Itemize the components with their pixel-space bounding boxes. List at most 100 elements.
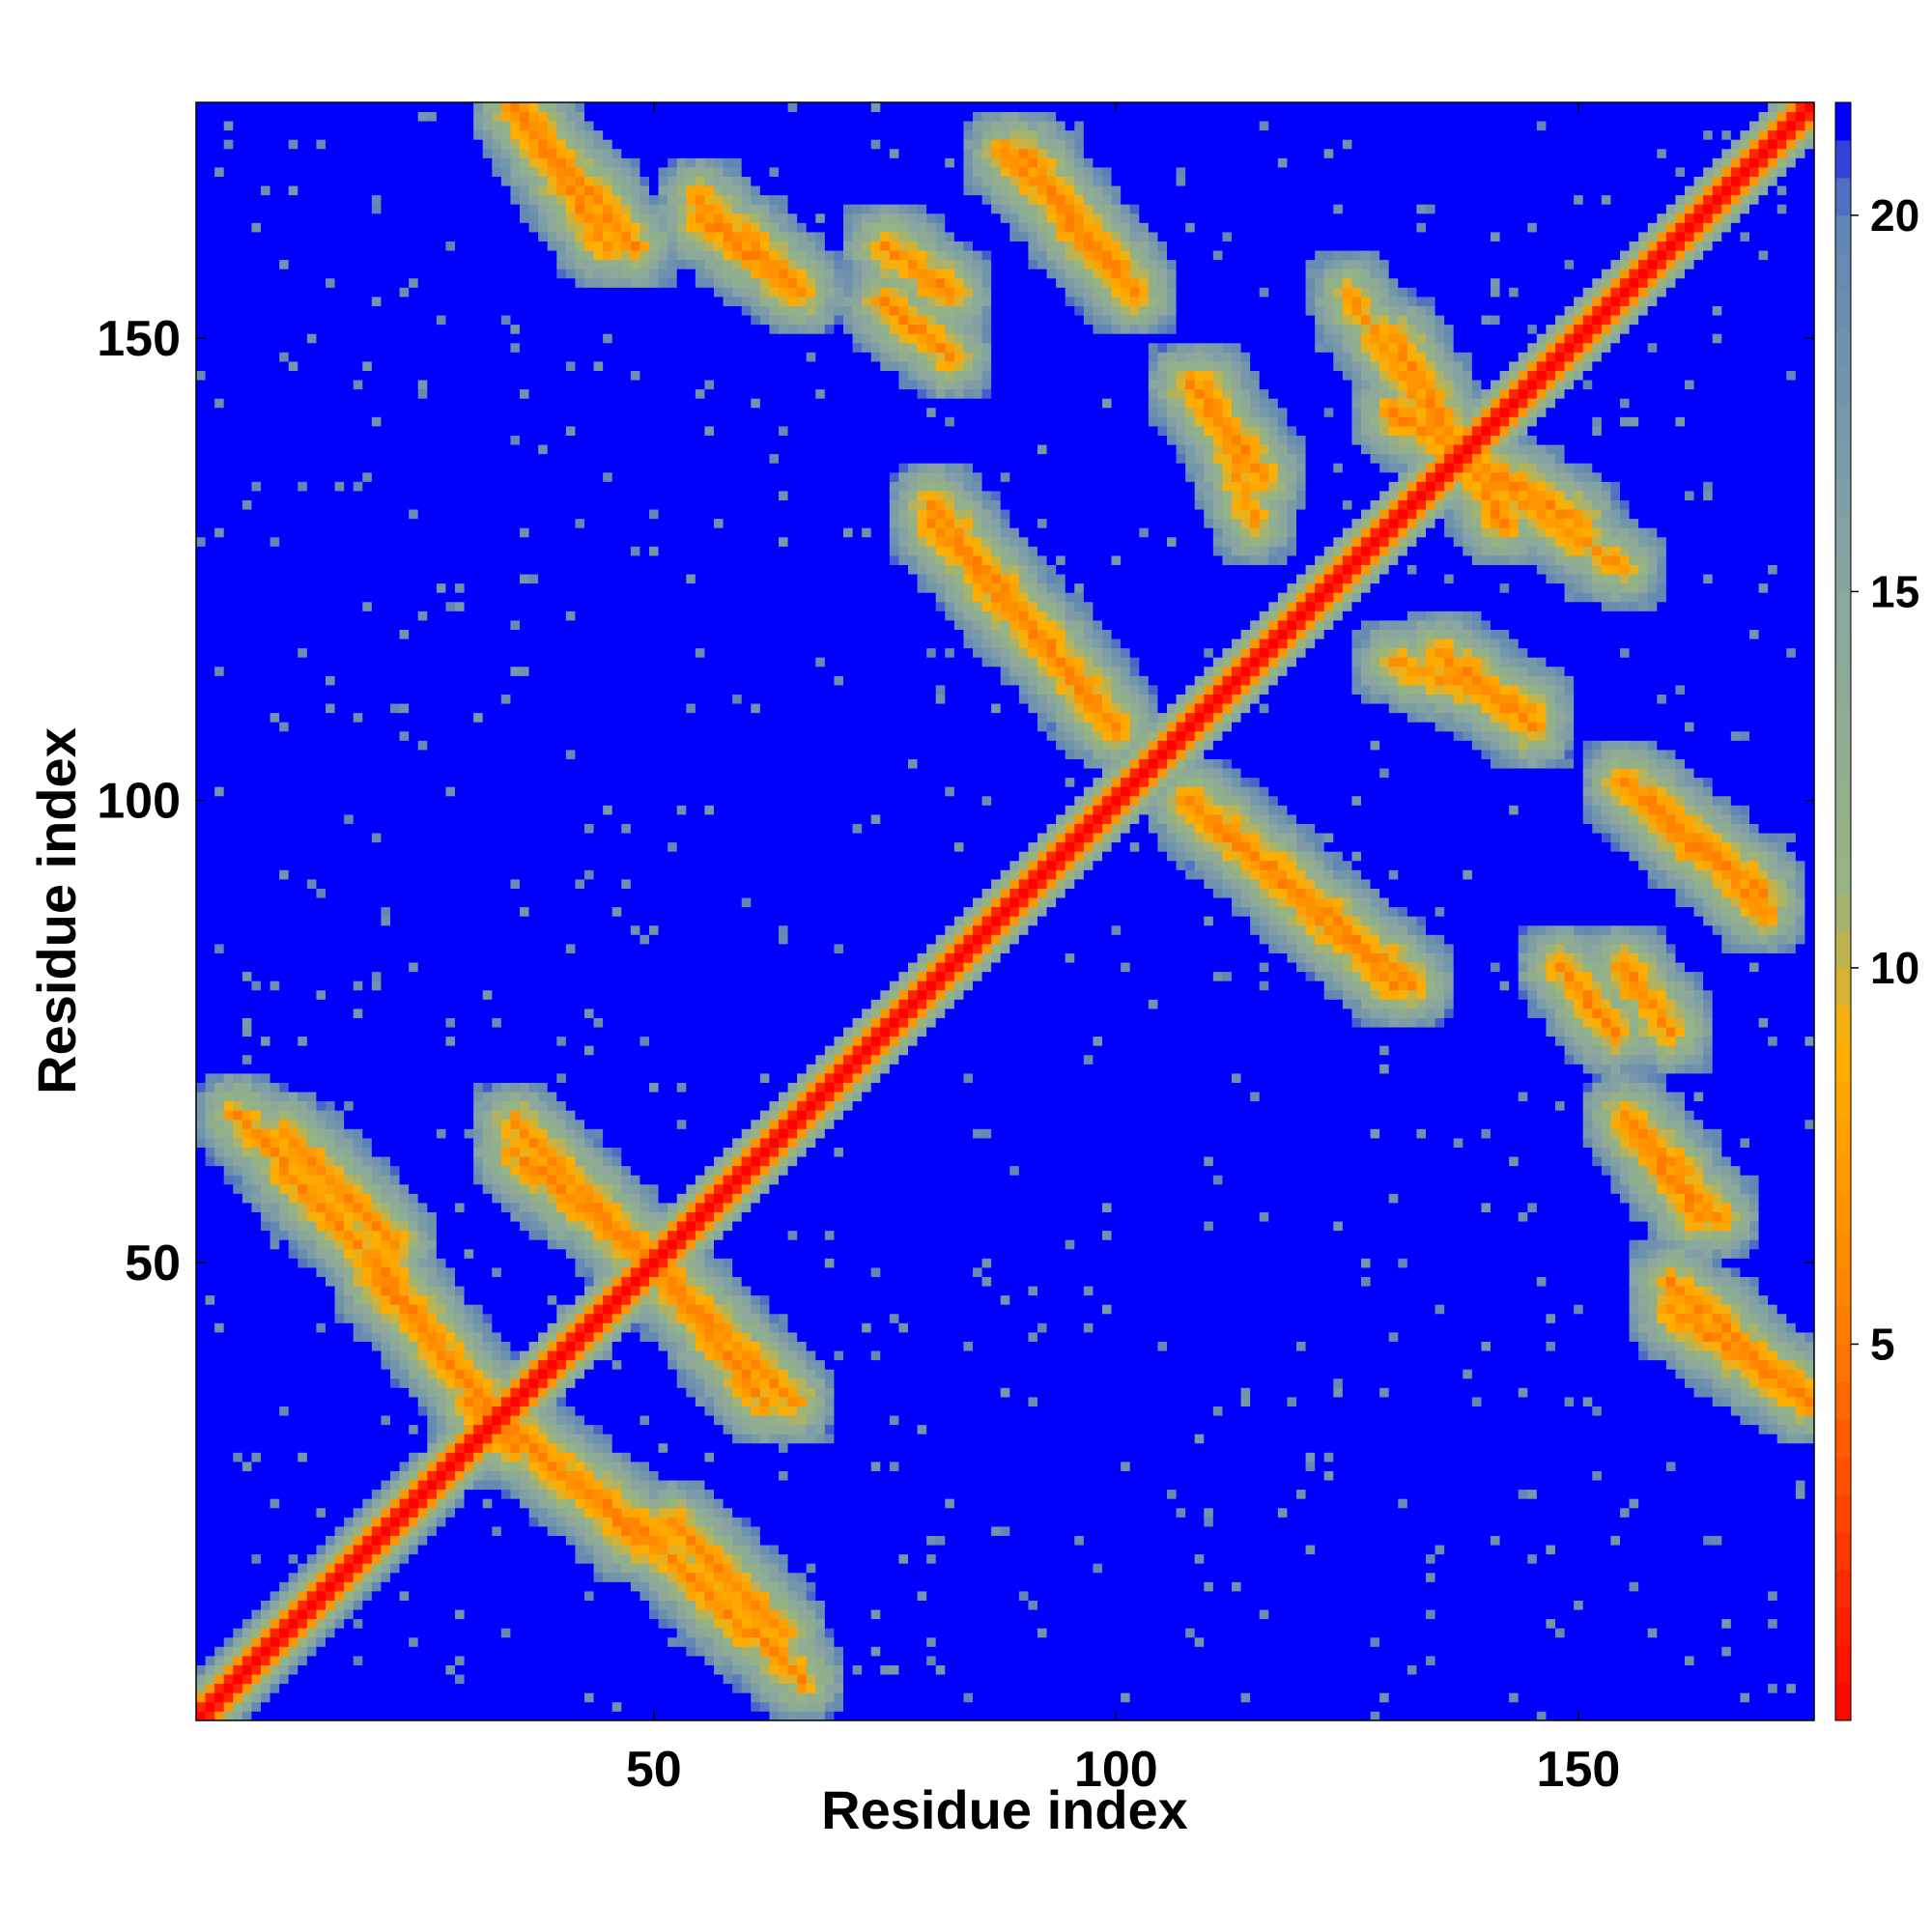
heatmap-cell [206, 242, 215, 251]
heatmap-cell [298, 980, 307, 990]
heatmap-cell [381, 454, 390, 464]
heatmap-cell [335, 750, 345, 759]
heatmap-cell [242, 102, 252, 112]
heatmap-cell [354, 1009, 363, 1018]
heatmap-cell [372, 371, 382, 381]
heatmap-cell [437, 250, 446, 260]
heatmap-cell [335, 565, 345, 575]
heatmap-cell [307, 611, 317, 620]
heatmap-cell [206, 1193, 215, 1203]
heatmap-cell [251, 222, 261, 232]
heatmap-cell [335, 889, 345, 898]
heatmap-cell [354, 999, 363, 1009]
heatmap-cell [242, 213, 252, 223]
heatmap-cell [427, 1637, 437, 1647]
heatmap-cell [270, 352, 280, 361]
heatmap-cell [381, 574, 390, 583]
heatmap-cell [362, 1342, 372, 1351]
heatmap-cell [400, 1249, 410, 1259]
heatmap-cell [390, 454, 400, 464]
heatmap-cell [445, 1536, 455, 1546]
heatmap-cell [344, 1591, 354, 1601]
heatmap-cell [344, 1221, 354, 1231]
heatmap-cell [390, 185, 400, 195]
heatmap-cell [316, 824, 326, 834]
heatmap-cell [335, 1406, 345, 1416]
heatmap-cell [224, 824, 234, 834]
heatmap-cell [418, 713, 428, 723]
heatmap-cell [354, 491, 363, 500]
heatmap-cell [344, 1009, 354, 1018]
heatmap-cell [427, 1055, 437, 1065]
heatmap-cell [206, 1083, 215, 1093]
heatmap-cell [354, 380, 363, 389]
heatmap-cell [427, 1128, 437, 1138]
heatmap-cell [233, 574, 242, 583]
heatmap-cell [335, 574, 345, 583]
heatmap-cell [445, 667, 455, 676]
heatmap-cell [400, 925, 410, 935]
heatmap-cell [261, 1684, 270, 1693]
heatmap-cell [390, 1369, 400, 1378]
heatmap-cell [307, 1656, 317, 1665]
heatmap-cell [362, 657, 372, 667]
heatmap-cell [409, 630, 418, 639]
heatmap-cell [437, 500, 446, 510]
heatmap-cell [316, 371, 326, 381]
heatmap-cell [390, 371, 400, 381]
heatmap-cell [316, 1166, 326, 1176]
heatmap-cell [233, 509, 242, 519]
heatmap-cell [409, 157, 418, 167]
heatmap-cell [233, 112, 242, 122]
heatmap-cell [437, 1128, 446, 1138]
heatmap-cell [390, 1508, 400, 1518]
heatmap-cell [224, 481, 234, 491]
heatmap-cell [354, 1443, 363, 1453]
heatmap-cell [335, 1554, 345, 1564]
heatmap-cell [316, 1434, 326, 1443]
heatmap-cell [289, 315, 298, 325]
heatmap-cell [400, 472, 410, 482]
heatmap-cell [298, 112, 307, 122]
heatmap-cell [335, 861, 345, 870]
heatmap-cell [354, 546, 363, 555]
heatmap-cell [196, 1619, 206, 1629]
heatmap-cell [326, 500, 335, 510]
heatmap-cell [335, 185, 345, 195]
heatmap-cell [437, 537, 446, 547]
heatmap-cell [427, 1425, 437, 1435]
heatmap-cell [445, 1646, 455, 1656]
heatmap-cell [335, 999, 345, 1009]
heatmap-cell [335, 1277, 345, 1287]
heatmap-cell [400, 962, 410, 972]
heatmap-cell [381, 1286, 390, 1295]
heatmap-cell [335, 1148, 345, 1157]
heatmap-cell [354, 1563, 363, 1573]
heatmap-cell [233, 805, 242, 814]
heatmap-cell [427, 149, 437, 158]
heatmap-cell [206, 315, 215, 325]
heatmap-cell [206, 703, 215, 713]
heatmap-cell [372, 1498, 382, 1508]
heatmap-cell [289, 667, 298, 676]
heatmap-cell [316, 565, 326, 575]
heatmap-cell [307, 1434, 317, 1443]
heatmap-cell [390, 509, 400, 519]
heatmap-cell [316, 731, 326, 741]
heatmap-cell [354, 333, 363, 343]
heatmap-cell [390, 472, 400, 482]
heatmap-cell [270, 157, 280, 167]
heatmap-cell [362, 1434, 372, 1443]
heatmap-cell [214, 1665, 224, 1675]
heatmap-cell [390, 287, 400, 297]
heatmap-cell [214, 1018, 224, 1028]
heatmap-cell [354, 1498, 363, 1508]
heatmap-cell [335, 722, 345, 731]
heatmap-cell [242, 519, 252, 528]
heatmap-cell [381, 1406, 390, 1416]
heatmap-cell [316, 555, 326, 565]
heatmap-cell [335, 657, 345, 667]
heatmap-cell [372, 1360, 382, 1370]
heatmap-cell [437, 380, 446, 389]
heatmap-cell [390, 102, 400, 112]
